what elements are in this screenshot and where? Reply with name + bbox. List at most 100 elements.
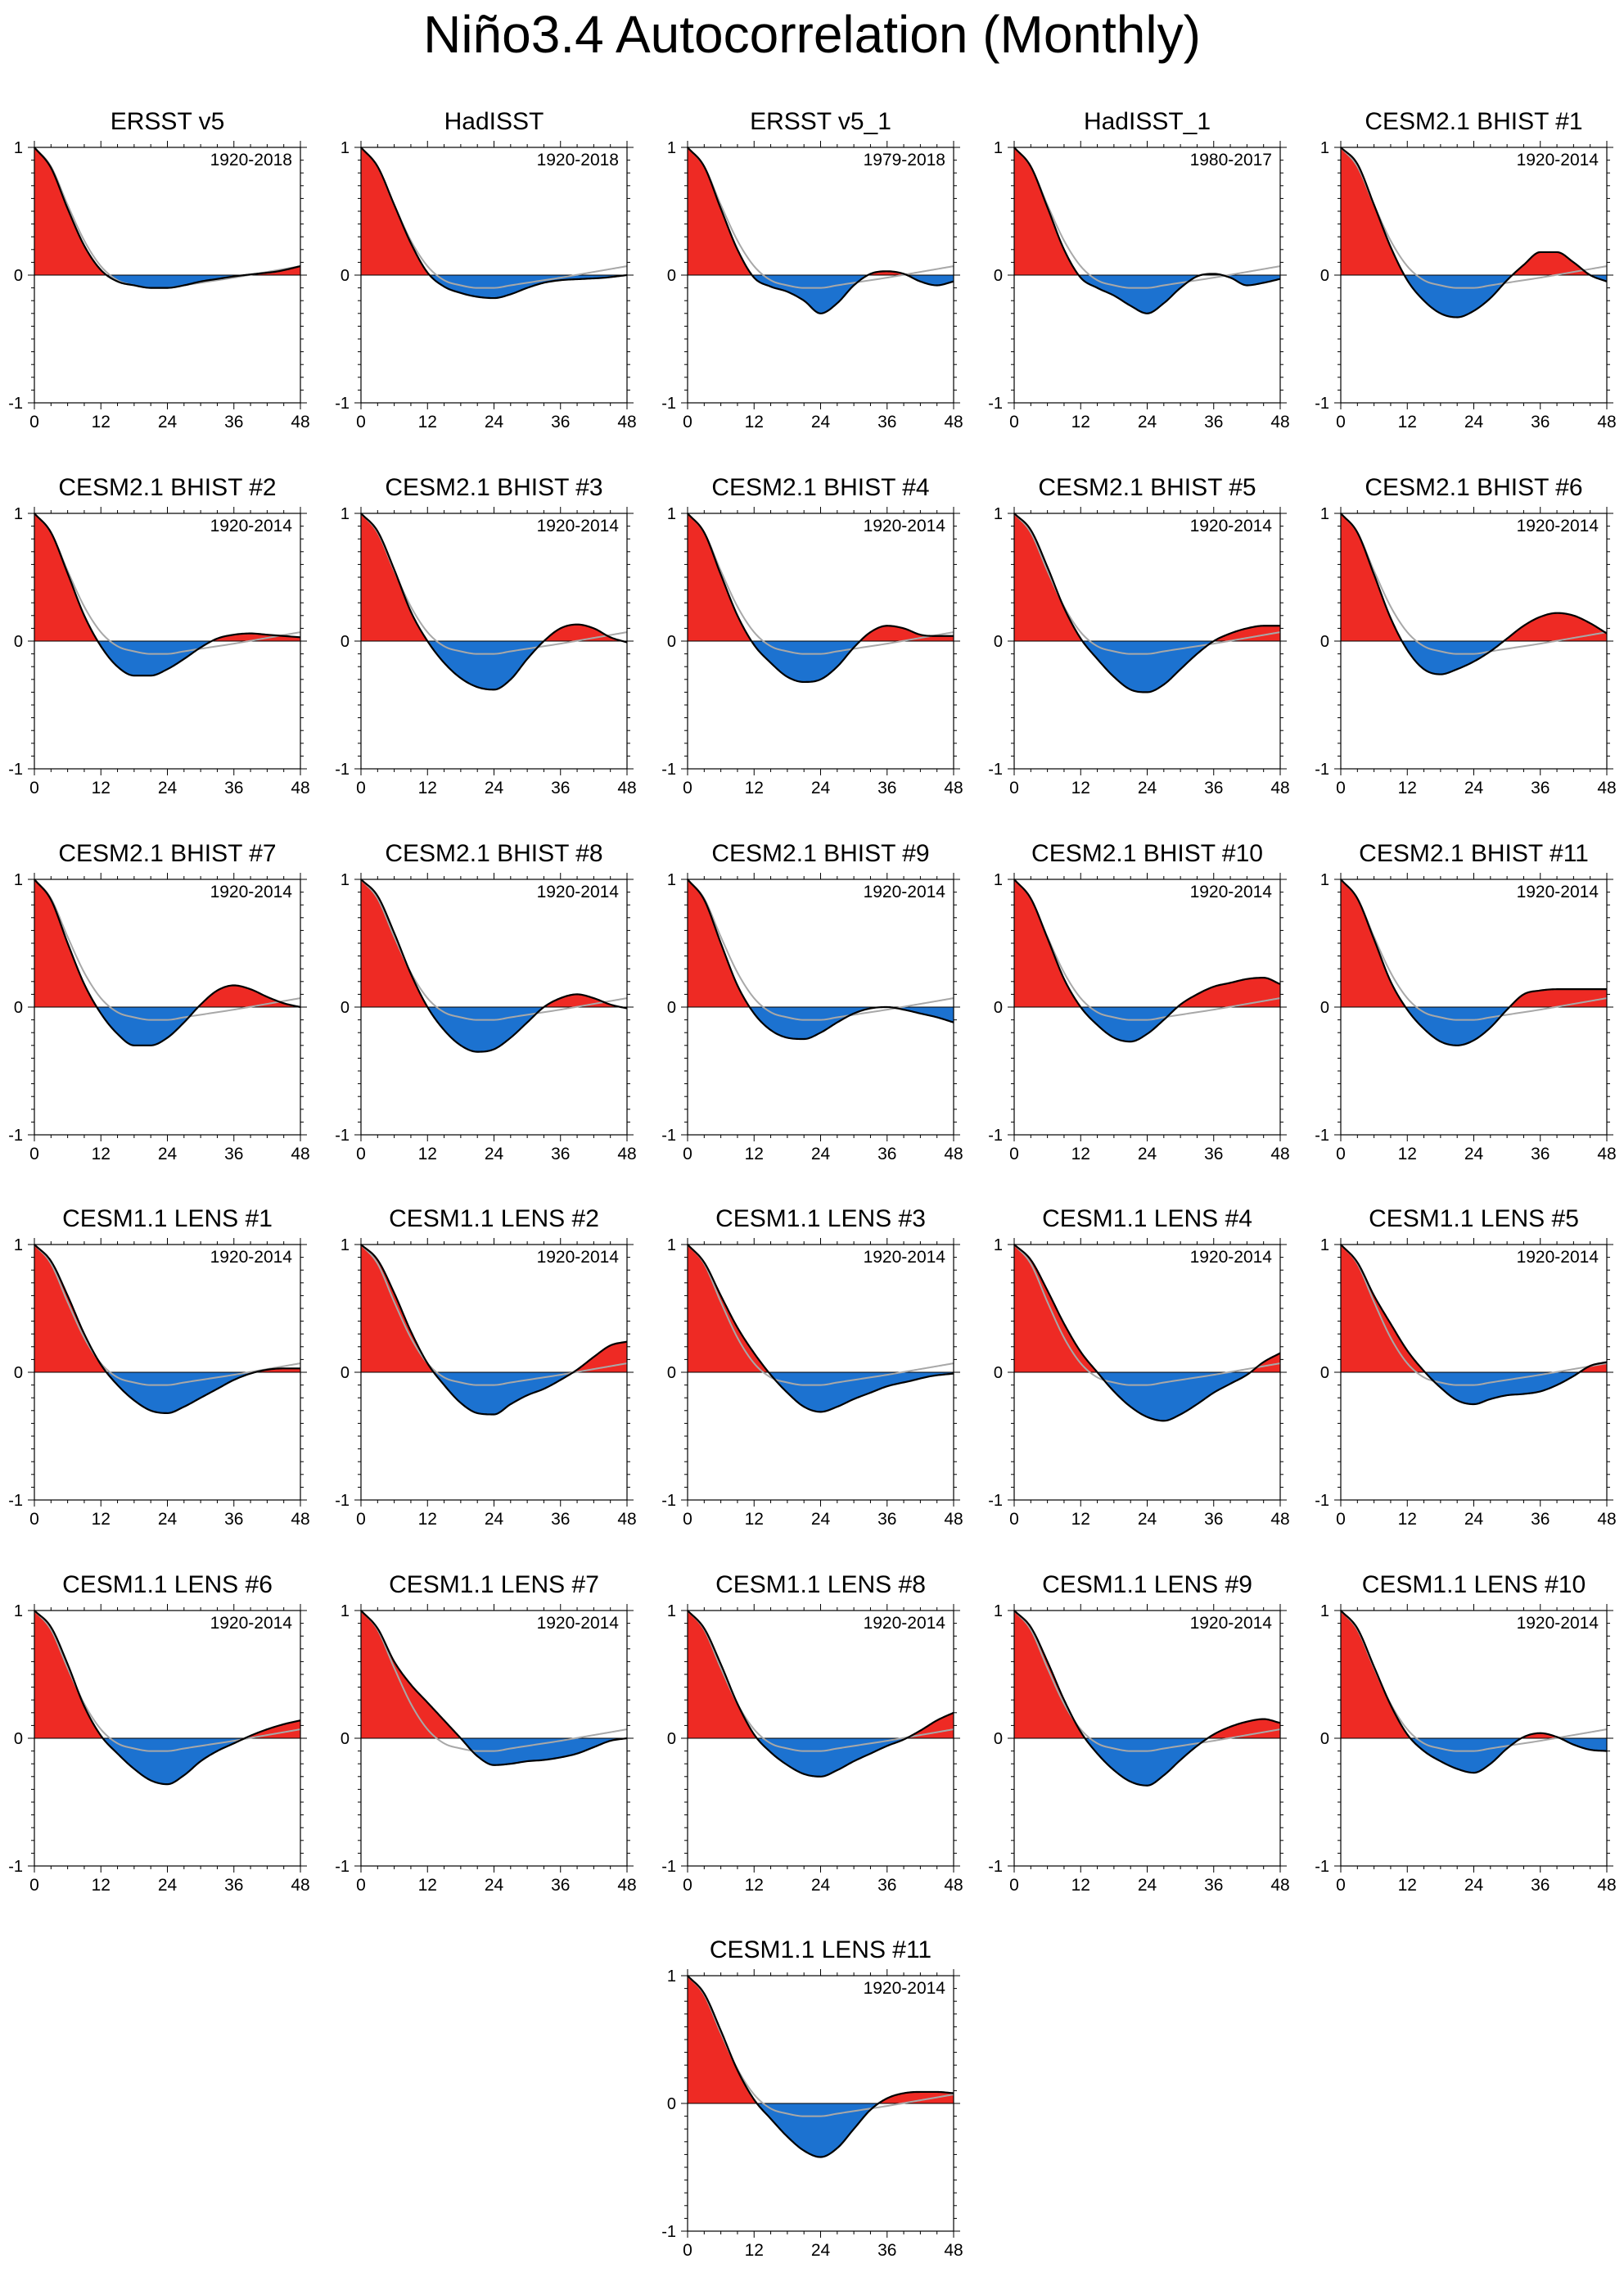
y-tick-label: 1 <box>994 505 1003 523</box>
reference-line <box>1340 1244 1608 1386</box>
y-tick-label: -1 <box>335 1858 350 1876</box>
positive-area <box>1341 879 1607 1007</box>
chart-panel: 0 12 24 36 48 -1 0 1 CESM2.1 BHIST #3 1920-2014 <box>335 474 636 797</box>
x-tick-label: 48 <box>617 1510 636 1529</box>
y-tick-label: 1 <box>667 1602 676 1620</box>
reference-line <box>1013 1610 1281 1752</box>
y-tick-label: -1 <box>335 1492 350 1510</box>
panel-title: CESM2.1 BHIST #10 <box>1031 840 1263 867</box>
y-tick-label: 1 <box>994 139 1003 157</box>
x-tick-label: 12 <box>1071 1510 1090 1529</box>
y-tick-label: -1 <box>988 1858 1003 1876</box>
panel-title: CESM1.1 LENS #3 <box>715 1205 926 1232</box>
x-tick-label: 36 <box>1204 1145 1223 1163</box>
chart-panel: 0 12 24 36 48 -1 0 1 CESM2.1 BHIST #7 1920-2014 <box>8 840 309 1163</box>
chart-panel: 0 12 24 36 48 -1 0 1 CESM1.1 LENS #5 1920-2014 <box>1315 1205 1616 1529</box>
autocorrelation-line <box>1340 879 1607 1046</box>
reference-line <box>360 1244 628 1386</box>
x-tick-label: 12 <box>418 1145 437 1163</box>
chart-panel: 0 12 24 36 48 -1 0 1 CESM1.1 LENS #2 1920-2014 <box>335 1205 636 1529</box>
x-tick-label: 0 <box>1336 1145 1346 1163</box>
x-tick-label: 48 <box>1597 1145 1616 1163</box>
x-tick-label: 24 <box>811 1876 831 1895</box>
x-tick-label: 0 <box>683 779 692 797</box>
y-tick-label: 1 <box>667 505 676 523</box>
y-tick-label: 0 <box>994 267 1003 285</box>
x-tick-label: 24 <box>485 1145 504 1163</box>
x-tick-label: 12 <box>745 2241 764 2260</box>
x-tick-label: 36 <box>877 1876 896 1895</box>
y-tick-label: 0 <box>341 1364 350 1382</box>
x-tick-label: 36 <box>1531 779 1550 797</box>
x-tick-label: 0 <box>356 1876 366 1895</box>
positive-area <box>1014 1245 1280 1372</box>
x-tick-label: 48 <box>1270 779 1289 797</box>
y-tick-label: -1 <box>8 1492 23 1510</box>
y-tick-label: -1 <box>661 1858 676 1876</box>
panel-title: CESM1.1 LENS #2 <box>389 1205 599 1232</box>
negative-area <box>688 641 954 682</box>
y-tick-label: 0 <box>667 999 676 1017</box>
y-tick-label: -1 <box>1315 761 1329 779</box>
x-tick-label: 24 <box>485 779 504 797</box>
x-tick-label: 36 <box>551 413 570 431</box>
negative-area <box>688 275 954 314</box>
x-tick-label: 0 <box>1009 413 1019 431</box>
y-tick-label: 1 <box>14 871 23 889</box>
y-tick-label: -1 <box>335 1127 350 1145</box>
x-tick-label: 36 <box>877 1145 896 1163</box>
x-tick-label: 24 <box>811 1145 831 1163</box>
autocorrelation-line <box>687 1244 954 1413</box>
negative-area <box>1014 1738 1280 1786</box>
period-label: 1920-2014 <box>210 1614 293 1633</box>
x-tick-label: 12 <box>418 779 437 797</box>
reference-line <box>360 1610 628 1752</box>
period-label: 1920-2014 <box>1190 1248 1273 1267</box>
y-tick-label: -1 <box>988 1127 1003 1145</box>
positive-area <box>1341 513 1607 641</box>
y-tick-label: 0 <box>1320 633 1329 651</box>
period-label: 1920-2014 <box>537 517 620 535</box>
y-tick-label: 1 <box>14 1602 23 1620</box>
x-tick-label: 36 <box>551 1876 570 1895</box>
y-tick-label: 0 <box>14 633 23 651</box>
period-label: 1920-2018 <box>537 151 619 169</box>
reference-line <box>687 147 954 289</box>
x-tick-label: 12 <box>92 1510 111 1529</box>
x-tick-label: 0 <box>683 413 692 431</box>
x-tick-label: 0 <box>29 1145 39 1163</box>
autocorrelation-line <box>687 147 954 314</box>
reference-line <box>687 513 954 655</box>
autocorrelation-line <box>360 1244 628 1416</box>
x-tick-label: 24 <box>1138 1510 1157 1529</box>
chart-panel: 0 12 24 36 48 -1 0 1 CESM2.1 BHIST #8 1920-2014 <box>335 840 636 1163</box>
y-tick-label: 1 <box>341 1602 350 1620</box>
x-tick-label: 36 <box>224 413 243 431</box>
x-tick-label: 48 <box>291 413 309 431</box>
x-tick-label: 0 <box>29 1510 39 1529</box>
x-tick-label: 12 <box>92 413 111 431</box>
positive-area <box>361 147 627 275</box>
x-tick-label: 24 <box>811 413 831 431</box>
negative-area <box>361 641 627 690</box>
y-tick-label: 1 <box>14 505 23 523</box>
autocorrelation-line <box>687 1975 954 2158</box>
panel-title: CESM1.1 LENS #8 <box>715 1571 926 1598</box>
y-tick-label: -1 <box>988 761 1003 779</box>
x-tick-label: 12 <box>1398 1145 1417 1163</box>
panel-title: CESM2.1 BHIST #9 <box>711 840 929 867</box>
x-tick-label: 24 <box>158 1510 178 1529</box>
x-tick-label: 36 <box>877 779 896 797</box>
panel-title: CESM1.1 LENS #10 <box>1362 1571 1586 1598</box>
chart-panel: 0 12 24 36 48 -1 0 1 CESM1.1 LENS #4 1920-2014 <box>988 1205 1289 1529</box>
x-tick-label: 12 <box>1398 779 1417 797</box>
x-tick-label: 24 <box>158 1145 178 1163</box>
x-tick-label: 36 <box>224 1510 243 1529</box>
positive-area <box>361 1611 627 1738</box>
x-tick-label: 48 <box>291 1510 309 1529</box>
chart-panel: 0 12 24 36 48 -1 0 1 CESM2.1 BHIST #10 1920-2014 <box>988 840 1289 1163</box>
autocorrelation-line <box>687 513 954 684</box>
x-tick-label: 0 <box>29 1876 39 1895</box>
panel-title: CESM2.1 BHIST #5 <box>1038 474 1256 501</box>
